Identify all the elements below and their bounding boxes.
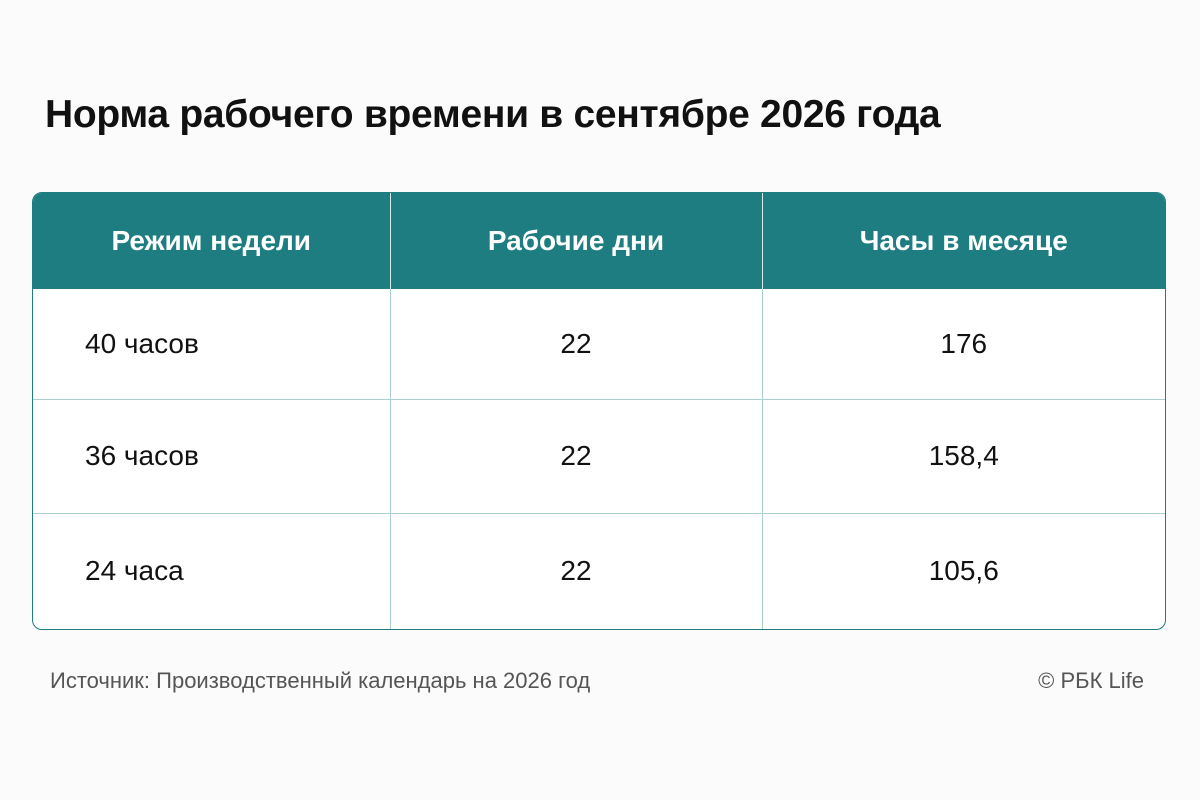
page-title: Норма рабочего времени в сентябре 2026 г… xyxy=(45,93,941,136)
table: Режим недели Рабочие дни Часы в месяце 4… xyxy=(33,193,1165,629)
cell-week-mode: 36 часов xyxy=(33,398,390,513)
cell-work-days: 22 xyxy=(389,289,762,399)
copyright-note: © РБК Life xyxy=(1038,668,1144,693)
column-header-hours-per-month: Часы в месяце xyxy=(761,193,1165,289)
column-header-work-days: Рабочие дни xyxy=(389,193,762,289)
cell-hours-per-month: 105,6 xyxy=(761,512,1165,629)
cell-hours-per-month: 158,4 xyxy=(761,398,1165,513)
cell-hours-per-month: 176 xyxy=(761,289,1165,399)
cell-week-mode: 40 часов xyxy=(85,327,199,359)
table-row: 24 часа 22 105,6 xyxy=(33,512,1165,629)
work-hours-table: Режим недели Рабочие дни Часы в месяце 4… xyxy=(32,192,1166,630)
source-note: Источник: Производственный календарь на … xyxy=(50,668,591,693)
table-row: 40 часов 22 176 xyxy=(33,289,1165,399)
cell-work-days: 22 xyxy=(389,398,762,513)
table-row: 36 часов 22 158,4 xyxy=(33,398,1165,513)
cell-work-days: 22 xyxy=(389,512,762,629)
table-header-row: Режим недели Рабочие дни Часы в месяце xyxy=(33,193,1165,289)
cell-week-mode: 24 часа xyxy=(33,512,390,629)
column-header-week-mode: Режим недели xyxy=(33,193,390,289)
